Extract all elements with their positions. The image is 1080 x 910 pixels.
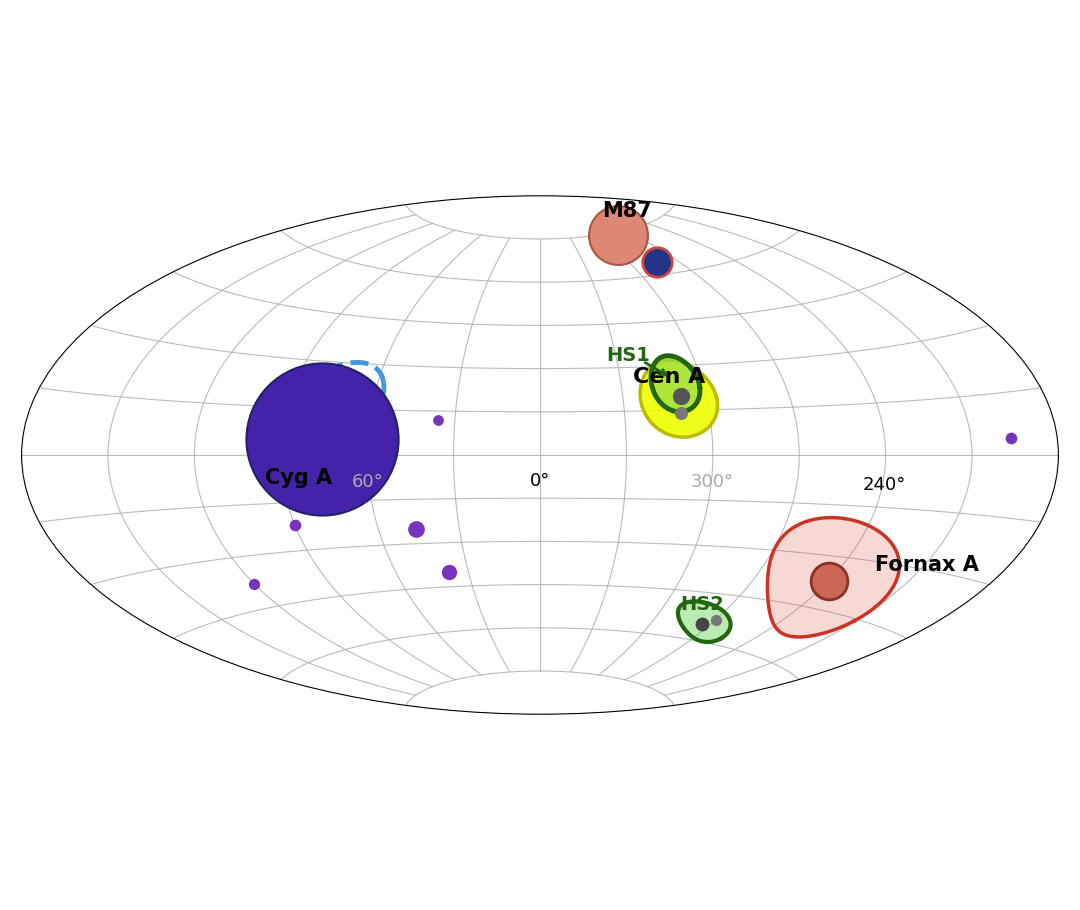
Text: HS2: HS2 — [680, 595, 724, 614]
Point — [407, 521, 424, 536]
Text: HS1: HS1 — [607, 346, 650, 365]
Point — [820, 573, 837, 588]
Text: Fornax A: Fornax A — [875, 555, 978, 575]
Point — [286, 518, 303, 532]
Text: Cen A: Cen A — [633, 367, 705, 387]
Point — [648, 255, 665, 269]
Polygon shape — [651, 356, 700, 412]
Point — [1002, 431, 1020, 446]
Text: 0°: 0° — [530, 472, 550, 490]
Point — [245, 577, 262, 592]
Polygon shape — [640, 360, 717, 437]
Point — [441, 565, 458, 580]
Polygon shape — [768, 518, 900, 637]
Point — [673, 406, 690, 420]
Point — [313, 432, 330, 447]
Text: 300°: 300° — [690, 473, 733, 491]
Point — [672, 389, 689, 403]
Point — [609, 228, 626, 243]
Text: 240°: 240° — [863, 476, 906, 494]
Point — [429, 412, 446, 427]
Text: Cyg A: Cyg A — [265, 468, 332, 488]
Text: 60°: 60° — [352, 473, 383, 491]
Point — [693, 617, 711, 632]
Text: M87: M87 — [602, 201, 652, 221]
Point — [302, 379, 320, 393]
Point — [707, 612, 725, 627]
Polygon shape — [678, 602, 730, 642]
